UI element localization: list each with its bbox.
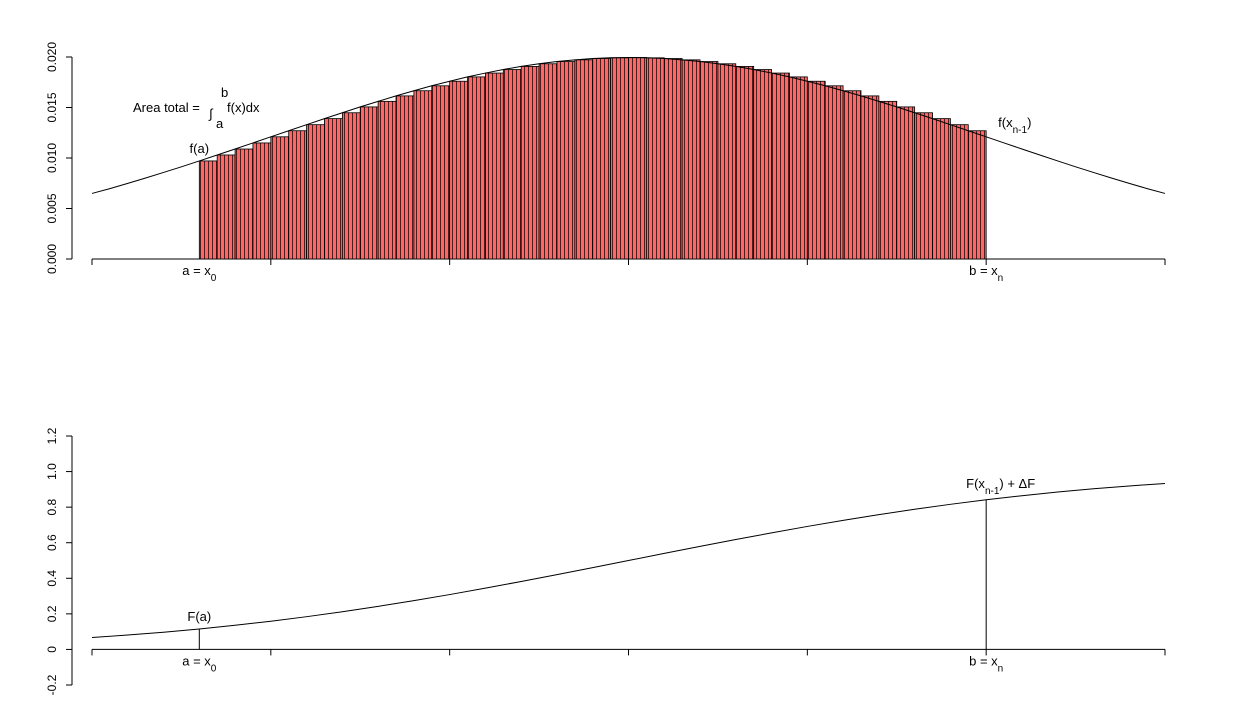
bar [860,95,880,260]
bar [198,160,218,260]
bar [556,61,576,260]
subscript: n-1 [1013,124,1028,135]
y-tick-label: 0.4 [45,570,59,587]
y-tick-label: 0 [45,646,59,653]
label-part: f(x [998,115,1013,130]
bar [234,148,254,260]
fa-label: f(a) [190,141,210,156]
y-tick-label: 0.000 [45,244,59,274]
subscript: 0 [211,663,217,674]
label-part: a = x [182,653,211,668]
bar [628,57,647,260]
y-tick-label: 1.0 [45,463,59,480]
bar [377,100,397,260]
subscript: 0 [211,273,217,284]
bar [270,136,290,260]
a-label: a = x0 [182,653,217,674]
label-part: b = x [969,653,998,668]
bar [789,76,808,260]
fn-label: f(xn-1) [998,115,1031,136]
bar [842,90,862,260]
b-label: b = xn [969,653,1003,674]
label-part: ) [1027,115,1031,130]
curve [91,57,1166,194]
y-tick-label: 0.8 [45,498,59,515]
bar [288,130,308,260]
bar [735,65,755,260]
label-part: ) + ΔF [999,476,1035,491]
bar [950,124,969,260]
y-tick-label: 0.010 [45,143,59,173]
bar [932,118,951,260]
bar [216,154,236,260]
fn-label: F(xn-1) + ΔF [966,476,1035,497]
bar [681,59,701,260]
bar [359,106,379,260]
y-tick-label: 0.005 [45,193,59,223]
y-tick-label: 0.2 [45,605,59,622]
bar [592,58,612,260]
subscript: n [998,273,1004,284]
integral-sign: ∫ [208,106,214,121]
label-part: F(x [966,476,985,491]
bar [538,63,558,260]
bar [914,112,933,260]
bar [806,80,826,260]
fa-label: F(a) [187,609,211,624]
subscript: n-1 [985,485,1000,496]
subscript: n [998,663,1004,674]
bar [574,59,594,260]
bar [967,130,987,260]
bar [824,85,844,260]
bar [896,106,916,260]
y-tick-label: 0.020 [45,42,59,72]
bar [645,57,665,260]
lower-limit: a [216,116,224,131]
bar [467,76,486,260]
y-tick-label: 1.2 [45,427,59,444]
bar [520,65,540,260]
bar [431,85,451,260]
bar [771,72,790,260]
y-tick-label: -0.2 [45,674,59,695]
label-part: b = x [969,263,998,278]
b-label: b = xn [969,263,1003,284]
bar [341,112,361,260]
area-label: Area total = [133,100,200,115]
y-tick-label: 0.6 [45,534,59,551]
area-integrand: f(x)dx [227,100,260,115]
upper-limit: b [221,85,228,100]
curve [91,482,1166,639]
bar [610,57,629,260]
label-part: a = x [182,263,211,278]
a-label: a = x0 [182,263,217,284]
bar [485,72,504,260]
bar [878,100,898,260]
bar [324,118,343,260]
bar [306,124,325,260]
y-tick-label: 0.015 [45,92,59,122]
bar [502,69,522,260]
bar [717,63,737,260]
bar [753,69,772,260]
bar [252,142,272,260]
bar [449,80,468,260]
bar [395,95,415,260]
bar [663,58,683,260]
bar [413,90,433,260]
bar [699,61,719,260]
